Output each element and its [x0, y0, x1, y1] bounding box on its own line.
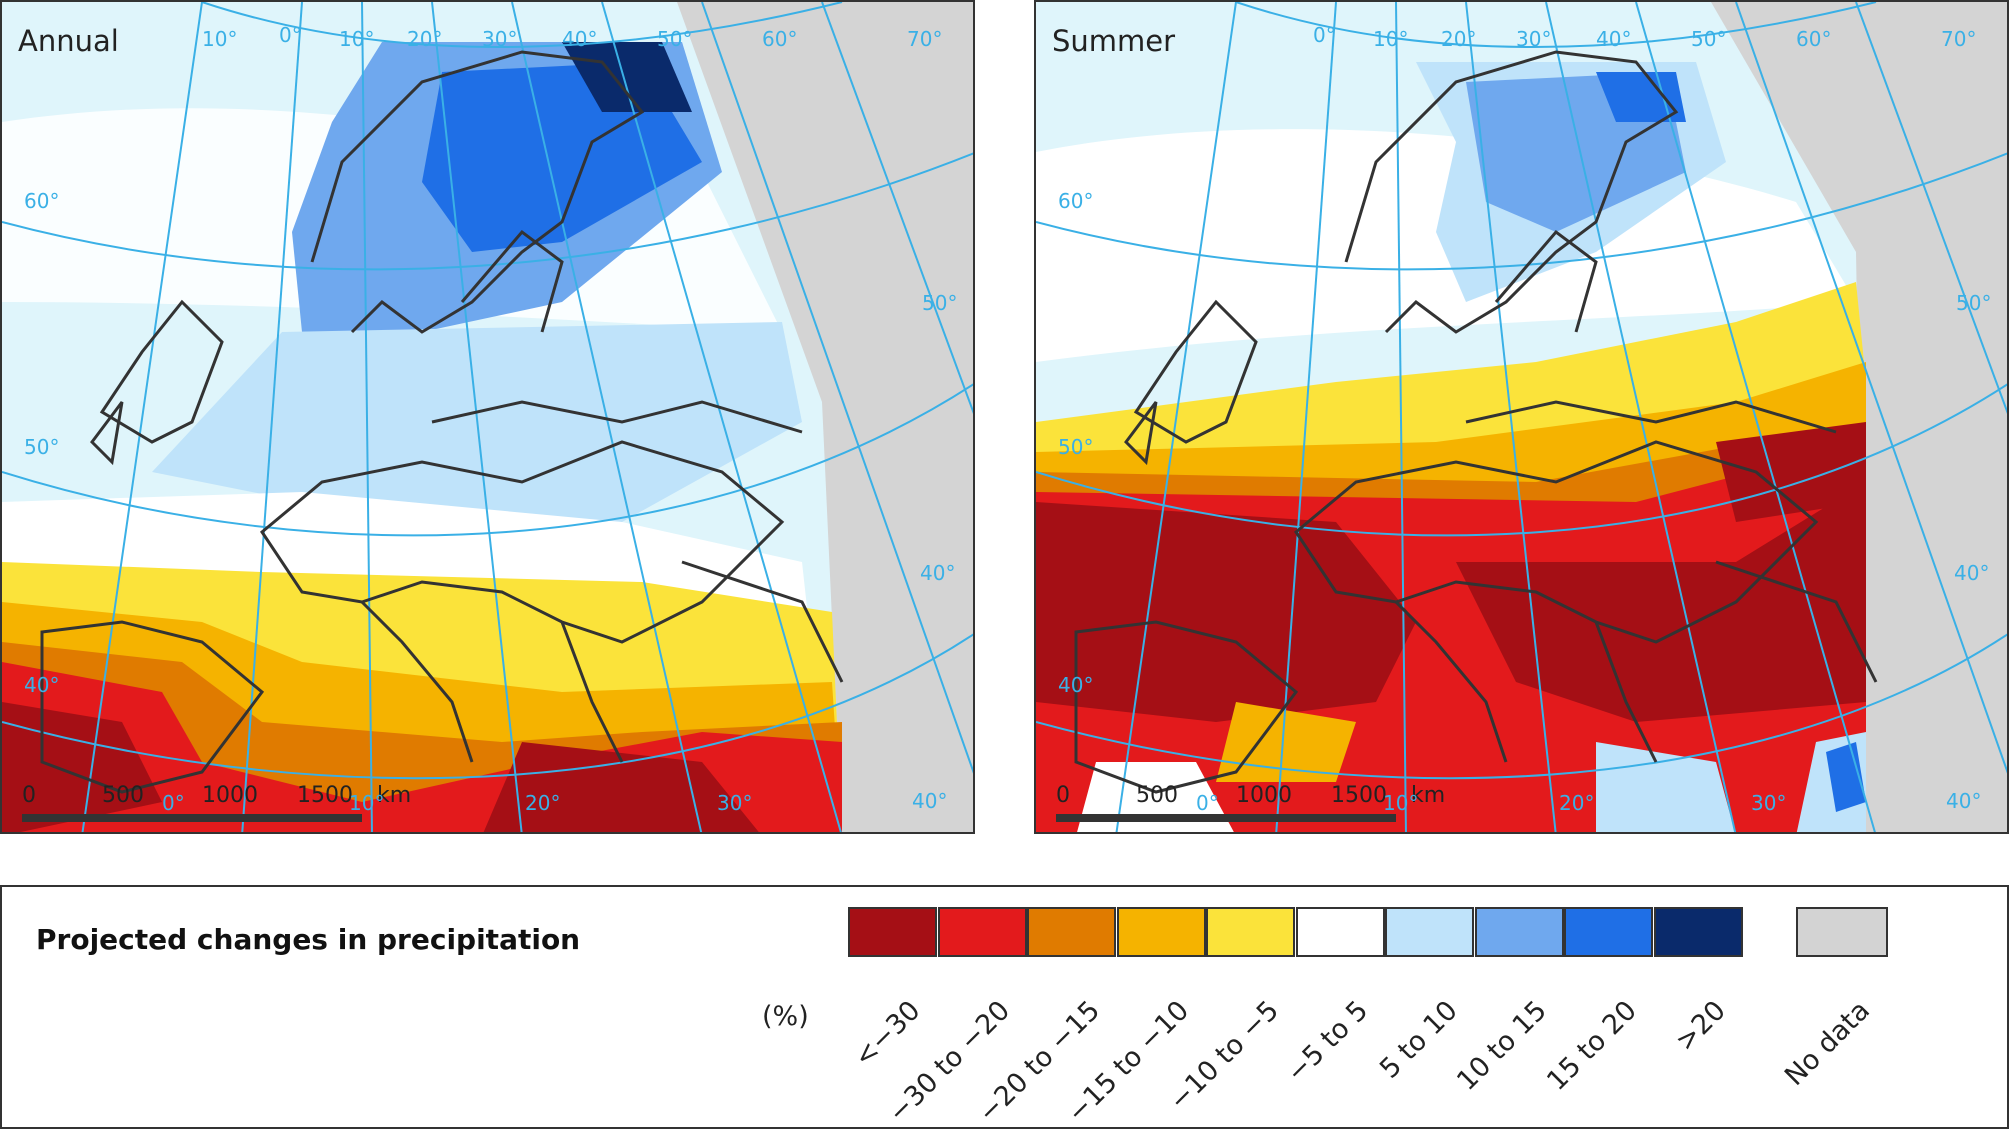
legend-swatch — [1385, 907, 1474, 957]
meridian-label: 10° — [1383, 791, 1418, 815]
graticule-labels: 0° 10° 20° 30° 40° 50° 60° 70° 60° 50° 4… — [1058, 23, 1991, 815]
parallel-label: 50° — [24, 435, 59, 459]
scale-unit: km — [1411, 783, 1445, 808]
parallel-label: 60° — [1058, 189, 1093, 213]
meridian-label: 70° — [907, 27, 942, 51]
scale-bar: 0 500 1000 1500 km — [1056, 783, 1445, 822]
legend-swatch — [1027, 907, 1116, 957]
parallel-label: 40° — [24, 673, 59, 697]
summer-map: 0 500 1000 1500 km 0° 10° 20° 30° 40° 50… — [1036, 2, 2007, 832]
legend-label: −5 to 5 — [1280, 995, 1375, 1089]
meridian-label: 50° — [1691, 27, 1726, 51]
parallel-label: 40° — [1954, 561, 1989, 585]
panel-title-annual: Annual — [18, 24, 119, 58]
legend-label: 15 to 20 — [1540, 995, 1643, 1097]
scale-tick-0: 0 — [22, 783, 36, 808]
legend-swatch — [1564, 907, 1653, 957]
legend-swatch — [1474, 907, 1564, 957]
legend-swatch — [937, 907, 1027, 957]
annual-map: 0 500 1000 1500 km 10° 0° 10° 20° 30° 40… — [2, 2, 973, 832]
meridian-label: 40° — [562, 27, 597, 51]
scale-unit: km — [377, 783, 411, 808]
legend-title: Projected changes in precipitation — [36, 923, 581, 956]
meridian-label: 20° — [1441, 27, 1476, 51]
legend-label: >20 — [1669, 995, 1733, 1058]
scale-tick-1500: 1500 — [297, 783, 353, 808]
summer-map-panel: 0 500 1000 1500 km 0° 10° 20° 30° 40° 50… — [1034, 0, 2009, 834]
parallel-label: 40° — [912, 789, 947, 813]
meridian-label: 30° — [482, 27, 517, 51]
scale-tick-500: 500 — [1136, 783, 1178, 808]
parallel-label: 40° — [920, 561, 955, 585]
scale-bar: 0 500 1000 1500 km — [22, 783, 411, 822]
meridian-label: 10° — [339, 27, 374, 51]
legend-swatch — [1116, 907, 1206, 957]
meridian-label: 50° — [657, 27, 692, 51]
graticule-lines — [1036, 2, 2007, 832]
scale-tick-1500: 1500 — [1331, 783, 1387, 808]
parallel-label: 50° — [922, 291, 957, 315]
country-borders — [40, 50, 844, 794]
scale-tick-1000: 1000 — [1236, 783, 1292, 808]
parallel-label: 40° — [1058, 673, 1093, 697]
legend-swatch — [848, 907, 937, 957]
graticule-labels: 10° 0° 10° 20° 30° 40° 50° 60° 70° 60° 5… — [24, 23, 957, 815]
meridian-label: 20° — [1559, 791, 1594, 815]
meridian-label: 60° — [762, 27, 797, 51]
meridian-label: 10° — [202, 27, 237, 51]
meridian-label: 70° — [1941, 27, 1976, 51]
panel-title-summer: Summer — [1052, 24, 1176, 58]
meridian-label: 60° — [1796, 27, 1831, 51]
meridian-label: 0° — [1313, 23, 1336, 47]
legend-label: 10 to 15 — [1451, 995, 1554, 1097]
meridian-label: 30° — [1516, 27, 1551, 51]
country-borders — [1074, 50, 1878, 794]
legend: Projected changes in precipitation (%) N… — [0, 885, 2009, 1129]
parallel-label: 60° — [24, 189, 59, 213]
legend-swatch — [1295, 907, 1385, 957]
parallel-label: 40° — [1946, 789, 1981, 813]
scale-tick-500: 500 — [102, 783, 144, 808]
legend-label: 5 to 10 — [1373, 995, 1464, 1085]
legend-label: <−30 — [848, 995, 927, 1074]
meridian-label: 10° — [1373, 27, 1408, 51]
meridian-label: 40° — [1596, 27, 1631, 51]
legend-unit: (%) — [762, 1001, 809, 1032]
legend-swatch-no-data — [1796, 907, 1888, 957]
legend-label-no-data: No data — [1779, 995, 1877, 1092]
annual-map-panel: 0 500 1000 1500 km 10° 0° 10° 20° 30° 40… — [0, 0, 975, 834]
legend-swatch — [1206, 907, 1295, 957]
meridian-label: 20° — [525, 791, 560, 815]
meridian-label: 0° — [1196, 791, 1219, 815]
meridian-label: 30° — [717, 791, 752, 815]
meridian-label: 0° — [279, 23, 302, 47]
meridian-label: 0° — [162, 791, 185, 815]
legend-swatch — [1653, 907, 1743, 957]
scale-tick-0: 0 — [1056, 783, 1070, 808]
parallel-label: 50° — [1058, 435, 1093, 459]
scale-tick-1000: 1000 — [202, 783, 258, 808]
graticule-lines — [2, 2, 973, 832]
meridian-label: 20° — [407, 27, 442, 51]
meridian-label: 10° — [349, 791, 384, 815]
meridian-label: 30° — [1751, 791, 1786, 815]
parallel-label: 50° — [1956, 291, 1991, 315]
